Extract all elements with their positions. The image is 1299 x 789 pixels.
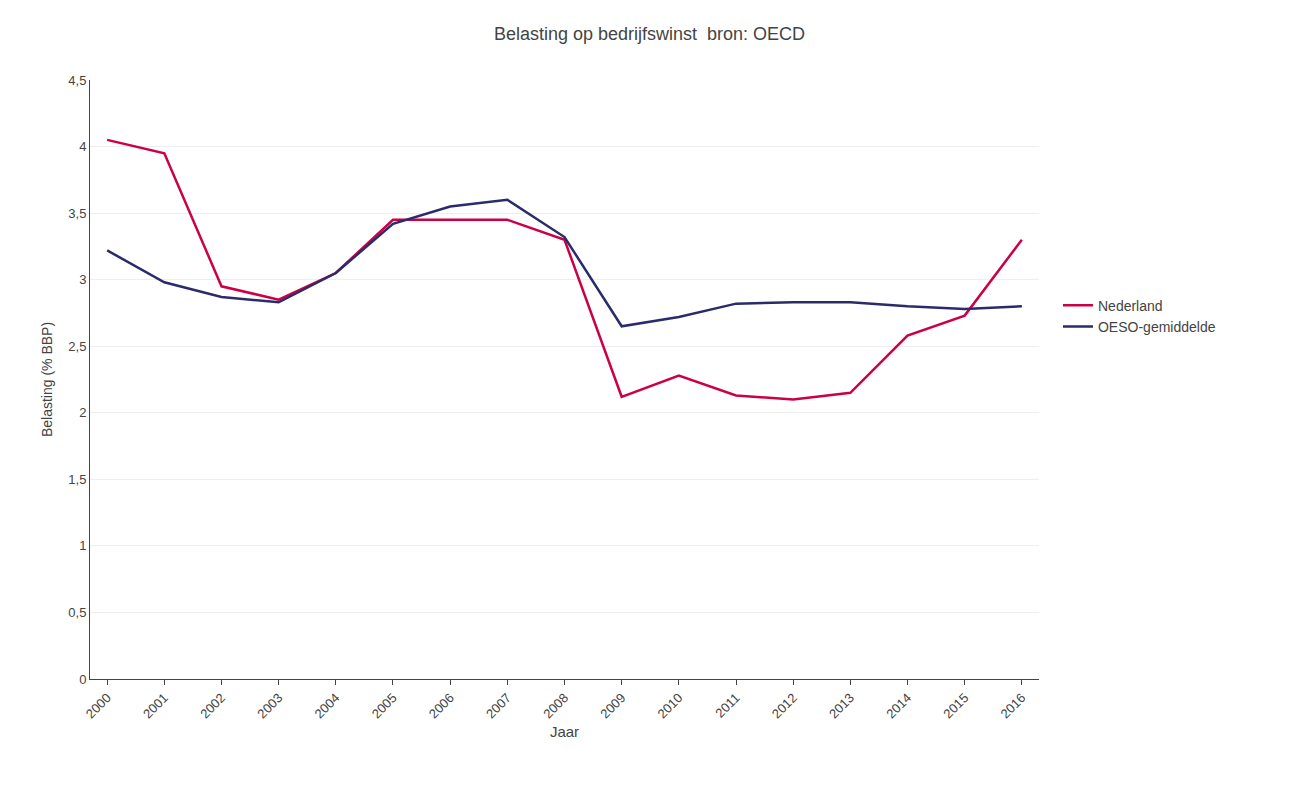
svg-text:4,5: 4,5: [68, 73, 86, 88]
svg-text:2006: 2006: [426, 690, 457, 721]
svg-text:Belasting op bedrijfswinst br: Belasting op bedrijfswinst bron: OECD: [494, 24, 805, 44]
svg-text:2009: 2009: [597, 690, 628, 721]
svg-text:2010: 2010: [655, 690, 686, 721]
svg-text:Nederland: Nederland: [1098, 298, 1163, 314]
svg-text:OESO-gemiddelde: OESO-gemiddelde: [1098, 319, 1216, 335]
svg-text:2: 2: [79, 405, 86, 420]
svg-text:2005: 2005: [369, 690, 400, 721]
svg-text:0: 0: [79, 672, 86, 687]
svg-text:2015: 2015: [940, 690, 971, 721]
svg-text:0,5: 0,5: [68, 605, 86, 620]
svg-text:2004: 2004: [311, 690, 342, 721]
svg-text:2016: 2016: [998, 690, 1029, 721]
svg-text:Jaar: Jaar: [550, 723, 579, 740]
svg-text:2001: 2001: [140, 690, 171, 721]
svg-text:2011: 2011: [712, 690, 742, 720]
svg-text:2000: 2000: [83, 690, 114, 721]
svg-text:2,5: 2,5: [68, 339, 86, 354]
svg-text:2002: 2002: [197, 690, 228, 721]
svg-text:3: 3: [79, 272, 86, 287]
svg-text:4: 4: [79, 139, 86, 154]
svg-text:2007: 2007: [483, 690, 514, 721]
svg-text:Belasting (% BBP): Belasting (% BBP): [39, 322, 55, 437]
svg-text:1,5: 1,5: [68, 472, 86, 487]
svg-text:2014: 2014: [883, 690, 914, 721]
svg-text:2013: 2013: [826, 690, 857, 721]
svg-text:1: 1: [79, 538, 86, 553]
svg-text:2008: 2008: [540, 690, 571, 721]
svg-text:2012: 2012: [769, 690, 800, 721]
svg-text:2003: 2003: [254, 690, 285, 721]
svg-text:3,5: 3,5: [68, 206, 86, 221]
